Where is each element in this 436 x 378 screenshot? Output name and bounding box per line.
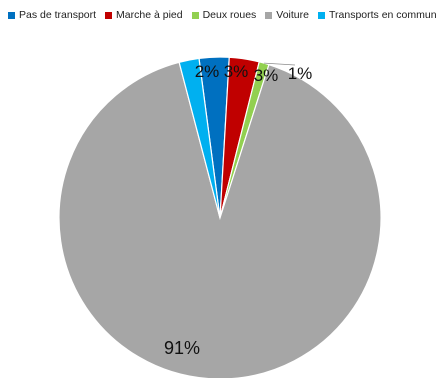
legend-label: Transports en commun <box>329 9 436 21</box>
legend-item-marche-a-pied: Marche à pied <box>105 9 183 21</box>
legend-item-deux-roues: Deux roues <box>191 9 257 21</box>
data-label: 3% <box>224 62 249 81</box>
legend-swatch-transports-en-commun <box>318 11 325 19</box>
legend-swatch-deux-roues <box>191 11 199 19</box>
data-label: 2% <box>195 62 220 81</box>
legend-label: Marche à pied <box>116 9 183 21</box>
legend-label: Pas de transport <box>19 9 97 21</box>
data-label: 1% <box>288 64 313 83</box>
legend-item-voiture: Voiture <box>265 9 309 21</box>
legend-swatch-pas-de-transport <box>8 11 15 19</box>
legend-item-transports-en-commun: Transports en commun <box>318 9 436 21</box>
leader-line-deux-roues <box>264 62 296 66</box>
legend-label: Voiture <box>276 9 309 21</box>
legend-swatch-voiture <box>265 11 273 19</box>
legend: Pas de transport Marche à pied Deux roue… <box>8 8 436 22</box>
legend-label: Deux roues <box>202 9 257 21</box>
data-label: 91% <box>164 338 200 358</box>
legend-swatch-marche-a-pied <box>105 11 113 19</box>
data-label: 3% <box>254 66 279 85</box>
pie-slice-transports-en-commun <box>178 57 221 219</box>
legend-item-pas-de-transport: Pas de transport <box>8 9 96 21</box>
pie-slice-voiture <box>58 61 382 378</box>
